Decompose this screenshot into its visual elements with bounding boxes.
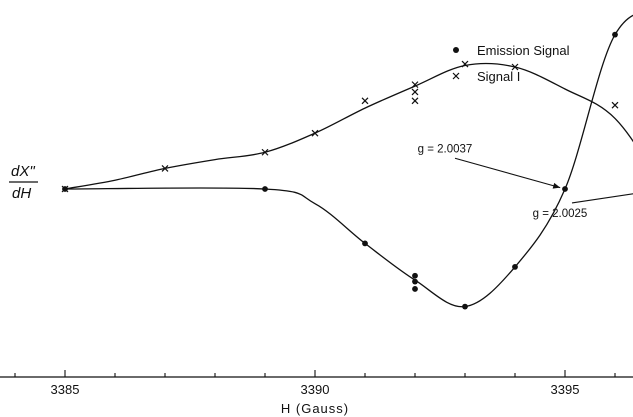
data-point-signal-i: [461, 60, 469, 68]
data-point-emission-signal: [412, 272, 418, 279]
data-point-signal-i: [411, 88, 419, 96]
annotations: g = 2.0037 g = 2.0025: [418, 143, 633, 220]
data-point-signal-i: [361, 97, 369, 105]
data-point-emission-signal: [362, 240, 368, 247]
x-axis: 33853390339534003405: [0, 370, 633, 397]
data-point-signal-i: [311, 129, 319, 137]
data-point-signal-i: [261, 148, 269, 156]
data-point-signal-i: [511, 63, 519, 71]
legend-marker-emission-signal: [453, 47, 459, 53]
x-tick-label: 3390: [301, 382, 330, 397]
data-point-emission-signal: [462, 303, 468, 310]
annotation-arrow: [571, 193, 633, 204]
annotation-label: g = 2.0025: [533, 208, 588, 220]
data-point-emission-signal: [512, 264, 518, 270]
x-tick-label: 3395: [551, 382, 580, 397]
series-markers: [61, 31, 619, 310]
y-axis-label: dX" dH: [9, 163, 38, 202]
data-point-signal-i: [611, 101, 619, 109]
y-axis-label-bottom: dH: [12, 185, 31, 202]
annotation-label: g = 2.0037: [418, 143, 473, 155]
curve-emission-signal: [64, 14, 633, 308]
data-point-emission-signal: [562, 186, 568, 192]
x-tick-label: 3385: [51, 382, 80, 397]
data-point-signal-i: [411, 81, 419, 89]
legend-label-emission-signal: Emission Signal: [477, 43, 570, 58]
y-axis-label-top: dX": [11, 163, 35, 180]
legend-marker-signal-i: [452, 72, 460, 80]
legend: Emission Signal Signal I: [452, 43, 570, 84]
data-point-emission-signal: [412, 286, 418, 292]
series-curves: [64, 14, 633, 308]
data-point-emission-signal: [262, 186, 268, 192]
x-axis-ticks: 33853390339534003405: [14, 370, 616, 397]
data-point-signal-i: [161, 164, 169, 172]
data-point-signal-i: [411, 97, 419, 105]
data-point-emission-signal: [612, 31, 618, 38]
annotation-arrow: [454, 157, 561, 189]
data-point-signal-i: [61, 185, 69, 193]
data-point-emission-signal: [412, 278, 418, 285]
legend-label-signal-i: Signal I: [477, 69, 520, 84]
curve-signal-i: [64, 62, 633, 190]
x-axis-label: H (Gauss): [281, 401, 349, 416]
